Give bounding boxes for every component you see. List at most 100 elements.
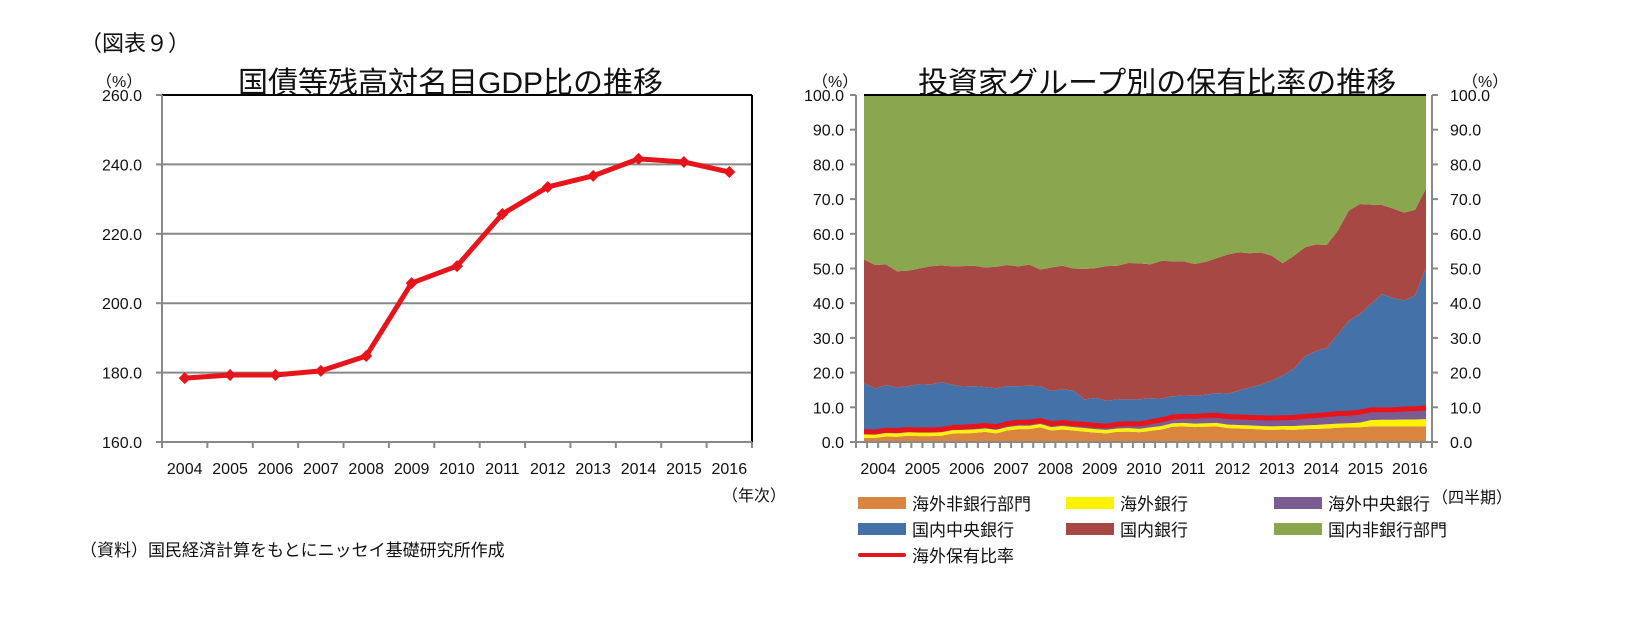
x-tick-label: 2016 [712, 461, 748, 478]
x-tick-label: 2004 [860, 461, 896, 478]
y-tick-label-right: 10.0 [1450, 400, 1481, 417]
data-point-marker [587, 169, 600, 182]
area-series [864, 267, 1426, 432]
left-line-chart: 260.0 240.0 220.0 200.0 180.0 160.0 2004 2005 20… [102, 88, 753, 478]
left-x-unit: （年次） [722, 488, 787, 505]
y-tick-label-left: 10.0 [813, 400, 844, 417]
x-tick-label: 2008 [1038, 461, 1074, 478]
x-tick-label: 2005 [212, 461, 248, 478]
legend-item-foreign-bank: 海外銀行 [1066, 490, 1188, 515]
source-note: （資料）国民経済計算をもとにニッセイ基礎研究所作成 [80, 541, 505, 560]
legend-item-foreign-holding-ratio: 海外保有比率 [858, 542, 1014, 567]
legend-item-foreign-nonbank: 海外非銀行部門 [858, 490, 1031, 515]
right-area-chart: 100.0 100.0 90.0 90.0 80.0 80.0 70.0 70.0 60.0 60… [804, 88, 1490, 478]
y-tick-label-left: 60.0 [813, 227, 844, 244]
data-point-marker [677, 155, 690, 168]
left-y-unit: （%） [96, 74, 143, 91]
x-tick-label: 2009 [1082, 461, 1118, 478]
figure-label: （図表９） [80, 31, 191, 56]
legend-swatch [858, 522, 906, 535]
legend-label: 国内中央銀行 [912, 521, 1014, 540]
legend-swatch [1066, 522, 1114, 535]
y-tick-label-left: 40.0 [813, 296, 844, 313]
legend-label: 海外非銀行部門 [912, 495, 1031, 514]
x-tick-label: 2012 [530, 461, 566, 478]
y-tick-label-right: 90.0 [1450, 123, 1481, 140]
area-series [864, 426, 1426, 442]
x-tick-label: 2010 [1126, 461, 1162, 478]
legend-item-domestic-bank: 国内銀行 [1066, 516, 1188, 541]
y-tick-label: 240.0 [102, 157, 142, 174]
x-tick-label: 2013 [1259, 461, 1295, 478]
x-tick-label: 2014 [1303, 461, 1339, 478]
x-tick-label: 2007 [303, 461, 339, 478]
y-tick-label: 200.0 [102, 296, 142, 313]
x-tick-label: 2011 [1171, 461, 1206, 478]
right-y-unit-right: （%） [1462, 74, 1509, 91]
x-tick-label: 2006 [258, 461, 294, 478]
x-tick-label: 2005 [905, 461, 941, 478]
y-tick-label-left: 0.0 [822, 435, 844, 452]
x-tick-label: 2007 [993, 461, 1029, 478]
area-series [864, 419, 1426, 438]
data-point-marker [405, 277, 418, 290]
legend-label: 海外保有比率 [912, 547, 1014, 566]
x-tick-label: 2008 [348, 461, 384, 478]
y-tick-label-left: 90.0 [813, 123, 844, 140]
legend-label: 国内銀行 [1120, 521, 1188, 540]
y-tick-label-right: 50.0 [1450, 262, 1481, 279]
y-tick-label-right: 100.0 [1450, 88, 1490, 105]
right-x-unit: （四半期） [1432, 490, 1513, 507]
y-tick-label: 220.0 [102, 227, 142, 244]
x-tick-label: 2010 [439, 461, 475, 478]
x-tick-label: 2014 [621, 461, 657, 478]
area-series [864, 95, 1426, 272]
legend-label: 海外銀行 [1120, 495, 1188, 514]
right-y-unit-left: （%） [812, 74, 859, 91]
data-point-marker [178, 372, 191, 385]
y-tick-label-right: 60.0 [1450, 227, 1481, 244]
legend-item-foreign-central-bank: 海外中央銀行 [1274, 490, 1430, 515]
y-tick-label-left: 20.0 [813, 366, 844, 383]
y-tick-label-left: 80.0 [813, 157, 844, 174]
overlay-line [863, 405, 1427, 435]
x-tick-label: 2009 [394, 461, 430, 478]
legend-swatch [858, 496, 906, 509]
x-tick-label: 2013 [575, 461, 611, 478]
data-point-marker [451, 260, 463, 273]
data-point-marker [723, 166, 736, 179]
x-tick-label: 2011 [485, 461, 520, 478]
legend-item-domestic-central-bank: 国内中央銀行 [858, 516, 1014, 541]
y-tick-label-left: 70.0 [813, 192, 844, 209]
x-tick-label: 2004 [167, 461, 203, 478]
y-tick-label-right: 70.0 [1450, 192, 1481, 209]
data-point-marker [632, 152, 645, 165]
y-tick-label-left: 100.0 [804, 88, 844, 105]
x-tick-label: 2015 [1348, 461, 1384, 478]
data-point-marker [360, 349, 373, 362]
legend-swatch-line [858, 552, 906, 557]
y-tick-label-left: 30.0 [813, 331, 844, 348]
legend-swatch [1066, 496, 1114, 509]
data-point-marker [314, 364, 327, 377]
area-series [864, 188, 1426, 401]
x-tick-label: 2006 [949, 461, 985, 478]
x-tick-label: 2012 [1215, 461, 1251, 478]
legend-swatch [1274, 522, 1322, 535]
x-tick-label: 2015 [666, 461, 702, 478]
legend-swatch [1274, 496, 1322, 509]
y-tick-label-right: 80.0 [1450, 157, 1481, 174]
legend-label: 国内非銀行部門 [1328, 521, 1447, 540]
data-point-marker [541, 180, 554, 193]
y-tick-label: 260.0 [102, 88, 142, 105]
y-tick-label-right: 40.0 [1450, 296, 1481, 313]
y-tick-label-right: 20.0 [1450, 366, 1481, 383]
y-tick-label-left: 50.0 [813, 262, 844, 279]
data-point-marker [496, 208, 509, 221]
y-tick-label-right: 0.0 [1450, 435, 1472, 452]
legend-item-domestic-nonbank: 国内非銀行部門 [1274, 516, 1447, 541]
legend-label: 海外中央銀行 [1328, 495, 1430, 514]
data-point-marker [269, 369, 282, 382]
x-tick-label: 2016 [1392, 461, 1428, 478]
y-tick-label: 160.0 [102, 435, 142, 452]
